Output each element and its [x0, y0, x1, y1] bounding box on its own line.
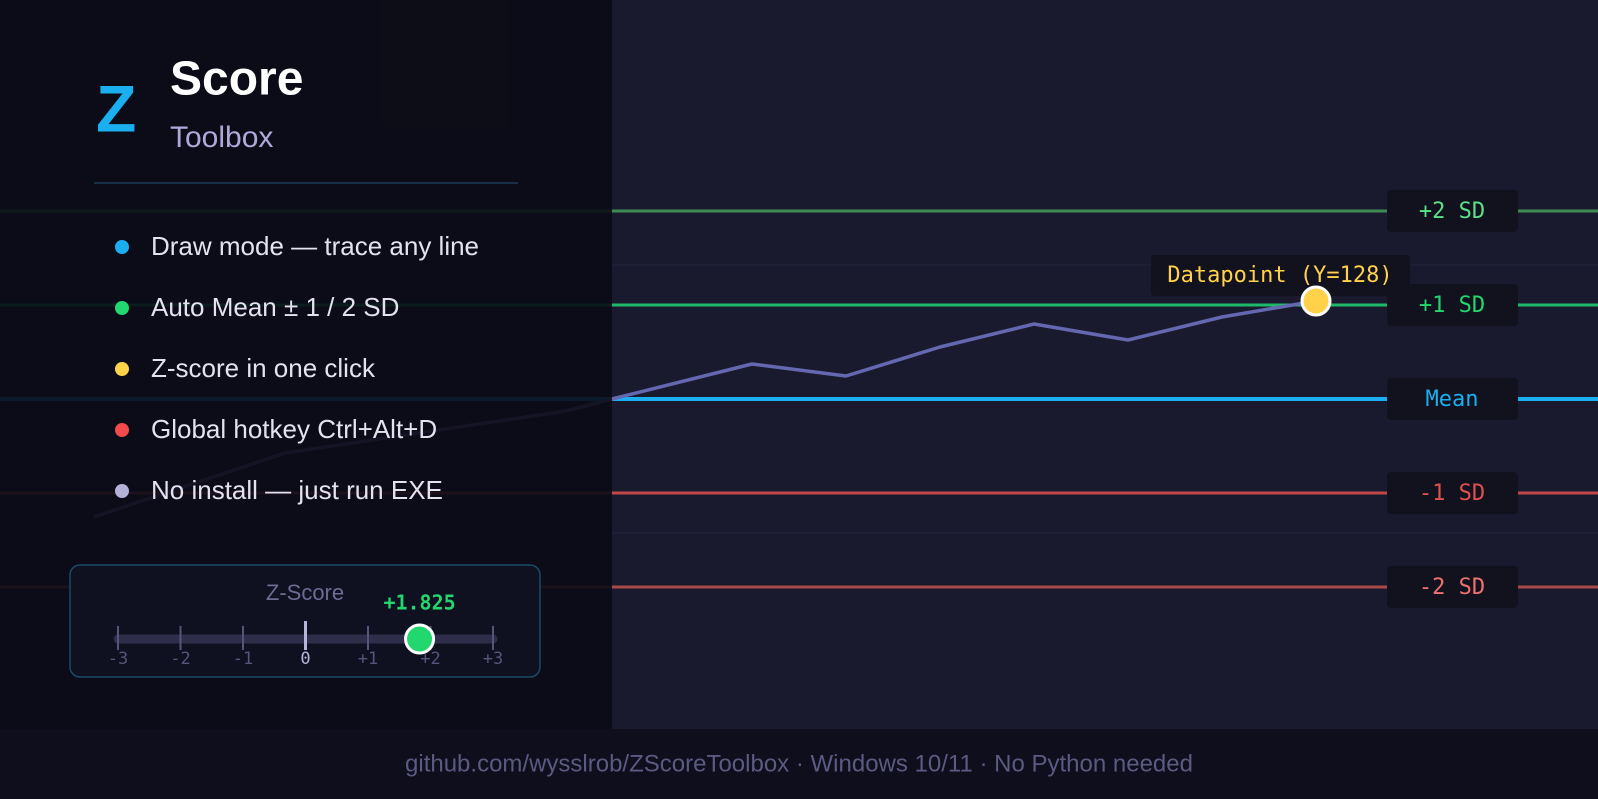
feature-bullet: [115, 484, 129, 498]
title: Score: [170, 53, 303, 106]
feature-bullet: [115, 240, 129, 254]
feature-text: No install — just run EXE: [151, 475, 443, 505]
feature-text: Auto Mean ± 1 / 2 SD: [151, 292, 399, 322]
feature-bullet: [115, 423, 129, 437]
feature-text: Z-score in one click: [151, 353, 376, 383]
level-label-box: [1387, 284, 1518, 326]
zscore-label: Z-Score: [266, 580, 344, 605]
tooltip-text: Datapoint (Y=128): [1167, 263, 1392, 288]
tooltip-box: [1151, 255, 1410, 296]
level-labels: +2 SD +1 SD Mean -1 SD -2 SD: [1387, 190, 1518, 608]
level-label: +2 SD: [1419, 199, 1485, 224]
level-label-box: [1387, 472, 1518, 514]
slider-tick-label: 0: [300, 649, 310, 669]
feature-bullet: [115, 362, 129, 376]
slider-knob: [404, 623, 436, 655]
zscore-value: +1.825: [383, 591, 455, 615]
slider-tick-label: -1: [233, 649, 253, 669]
feature-bullet: [115, 301, 129, 315]
slider-tick-label: +3: [483, 649, 503, 669]
feature-text: Global hotkey Ctrl+Alt+D: [151, 414, 437, 444]
slider: -3 -2 -1 0 +1 +2 +3 +1.825: [108, 591, 503, 670]
slider-tick-label: -3: [108, 649, 128, 669]
level-label: -2 SD: [1419, 575, 1485, 600]
level-label: Mean: [1426, 387, 1479, 412]
feature-text: Draw mode — trace any line: [151, 231, 479, 261]
level-label-box: [1387, 378, 1518, 420]
level-label: -1 SD: [1419, 481, 1485, 506]
slider-tick-label: -2: [170, 649, 190, 669]
level-label-box: [1387, 566, 1518, 608]
slider-tick-label: +2: [420, 649, 440, 669]
footer-band: [0, 729, 1598, 799]
logo: Z: [96, 71, 136, 145]
footer: github.com/wysslrob/ZScoreToolbox · Wind…: [405, 750, 1193, 777]
feature-list: Draw mode — trace any line Auto Mean ± 1 …: [115, 231, 479, 505]
datapoint-marker: [1300, 285, 1332, 317]
level-label-box: [1387, 190, 1518, 232]
slider-tick-label: +1: [358, 649, 378, 669]
subtitle: Toolbox: [170, 121, 273, 154]
level-label: +1 SD: [1419, 293, 1485, 318]
